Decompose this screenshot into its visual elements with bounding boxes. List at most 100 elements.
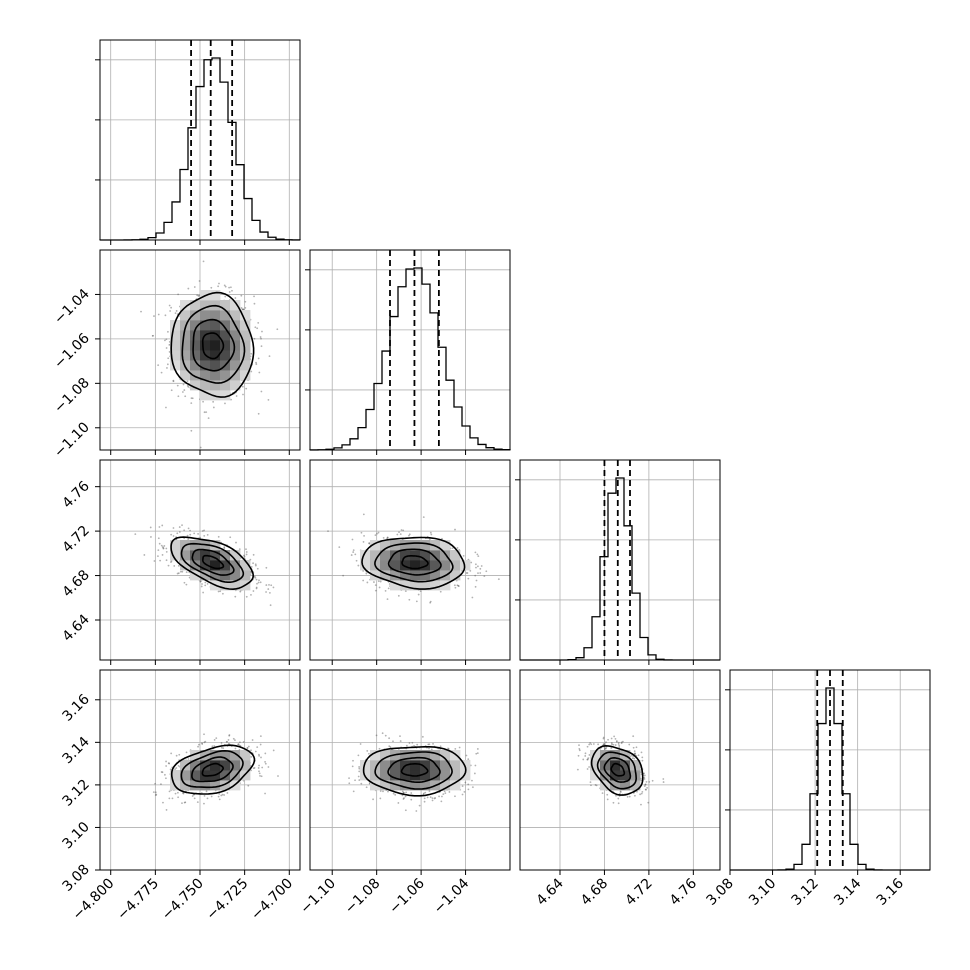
x-tick-label: −1.08: [342, 876, 384, 918]
sample-point: [428, 743, 431, 746]
sample-point: [238, 548, 241, 550]
sample-point: [408, 598, 411, 601]
density-cell: [180, 770, 191, 781]
sample-point: [252, 590, 255, 592]
sample-point: [220, 746, 223, 749]
sample-point: [203, 802, 205, 805]
sample-point: [352, 549, 355, 552]
density-cell: [200, 750, 211, 761]
sample-point: [191, 795, 194, 797]
sample-point: [176, 572, 179, 575]
density-cell: [390, 760, 401, 771]
sample-point: [633, 750, 636, 753]
sample-point: [213, 739, 216, 741]
sample-point: [224, 285, 227, 288]
sample-point: [635, 746, 638, 749]
sample-point: [158, 526, 161, 528]
sample-point: [360, 531, 363, 534]
panel-2-2: [515, 459, 721, 665]
density-cell: [180, 760, 191, 771]
contour-1: [191, 548, 235, 576]
sample-point: [161, 771, 164, 774]
sample-point: [362, 513, 365, 516]
sample-point: [378, 586, 381, 589]
sample-point: [172, 380, 175, 383]
sample-point: [267, 766, 270, 768]
sample-point: [357, 564, 360, 567]
density-cell: [590, 750, 601, 761]
sample-point: [632, 755, 635, 758]
sample-point: [378, 747, 381, 750]
sample-point: [387, 790, 389, 793]
sample-point: [397, 802, 400, 804]
density-cell: [620, 760, 631, 771]
density-cell: [440, 770, 451, 781]
sample-point: [255, 586, 258, 589]
density-cell: [420, 780, 431, 791]
sample-point: [257, 321, 260, 324]
sample-point: [267, 398, 270, 401]
density-cell: [220, 310, 231, 321]
sample-point: [182, 792, 184, 794]
sample-point: [451, 547, 454, 550]
contour-3: [362, 746, 467, 797]
density-cell: [360, 560, 371, 571]
contour-2: [374, 751, 453, 790]
sample-point: [234, 297, 237, 299]
contour-2: [181, 304, 246, 384]
sample-point: [157, 549, 160, 552]
sample-point: [366, 750, 369, 752]
sample-point: [258, 754, 261, 757]
x-tick-label: −4.750: [159, 876, 207, 924]
density-cell: [180, 330, 191, 341]
density-cell: [220, 580, 231, 591]
sample-point: [204, 581, 207, 584]
sample-point: [175, 754, 178, 757]
sample-point: [200, 585, 203, 588]
sample-point: [234, 739, 236, 742]
sample-point: [224, 295, 227, 298]
density-cell: [370, 760, 381, 771]
sample-point: [584, 752, 587, 755]
sample-point: [253, 767, 256, 769]
sample-point: [402, 798, 405, 800]
sample-point: [203, 741, 206, 744]
panel-frame: [309, 459, 511, 661]
sample-point: [476, 553, 479, 556]
sample-point: [408, 742, 411, 744]
sample-point: [388, 745, 391, 748]
sample-point: [164, 339, 166, 342]
sample-point: [358, 779, 361, 781]
sample-point: [187, 538, 190, 541]
sample-point: [646, 786, 648, 789]
sample-point: [174, 312, 177, 315]
sample-point: [613, 735, 616, 738]
y-tick-label: 3.10: [59, 819, 92, 852]
sample-point: [604, 747, 607, 750]
sample-point: [181, 802, 183, 805]
sample-point: [443, 790, 446, 793]
sample-point: [245, 548, 247, 551]
density-cell: [240, 350, 251, 361]
density-cell: [420, 760, 431, 771]
density-cell: [230, 770, 241, 781]
sample-point: [157, 313, 160, 316]
sample-point: [615, 740, 618, 743]
sample-point: [432, 742, 434, 745]
sample-point: [260, 337, 262, 340]
sample-point: [240, 307, 243, 309]
sample-point: [594, 784, 597, 786]
x-tick-label: −1.10: [297, 876, 339, 918]
sample-point: [161, 546, 164, 548]
sample-point: [474, 585, 477, 588]
sample-point: [374, 589, 377, 592]
contour-3: [590, 744, 644, 796]
sample-point: [419, 590, 422, 592]
sample-point: [424, 791, 427, 794]
sample-point: [643, 778, 646, 780]
sample-point: [242, 308, 245, 311]
sample-point: [368, 542, 371, 545]
sample-point: [152, 791, 155, 794]
density-cell: [410, 750, 421, 761]
sample-point: [265, 584, 268, 586]
